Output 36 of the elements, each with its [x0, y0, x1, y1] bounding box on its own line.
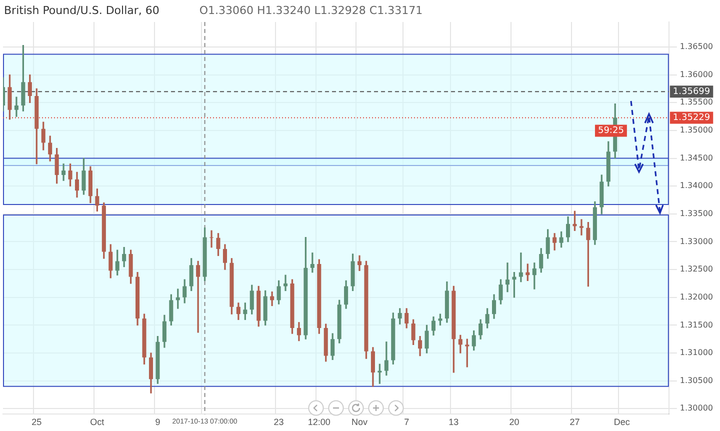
x-tick-label: Dec — [614, 417, 630, 428]
x-tick-label: 23 — [274, 417, 284, 428]
y-tick-label: 1.33000 — [680, 236, 714, 246]
ref-line-label: 1.35229 — [672, 113, 710, 124]
chart-subtitle: O1.33060 H1.33240 L1.32928 C1.33171 — [199, 4, 423, 17]
candlestick — [62, 164, 66, 181]
y-tick-label: 1.31500 — [680, 320, 714, 330]
candlestick — [518, 252, 523, 282]
y-tick-label: 1.32500 — [680, 264, 714, 274]
candlestick — [579, 219, 584, 236]
y-tick-label: 1.31000 — [680, 348, 714, 358]
candlestick — [196, 260, 200, 333]
y-tick-label: 1.34500 — [680, 153, 714, 162]
x-tick-label: 7 — [404, 417, 410, 428]
ref-line-label: 1.35699 — [672, 86, 710, 97]
annotation: 59:25 — [598, 126, 624, 136]
y-tick-label: 1.35500 — [680, 98, 714, 107]
x-tick-label: Oct — [90, 417, 105, 428]
y-tick-label: 1.30500 — [680, 376, 714, 385]
y-tick-label: 1.30000 — [680, 404, 714, 413]
x-tick-label: Nov — [351, 417, 368, 428]
y-tick-label: 1.34000 — [680, 181, 714, 190]
x-tick-label: 9 — [155, 417, 160, 428]
x-tick-label: 12:00 — [308, 417, 330, 428]
candlestick — [505, 262, 510, 292]
y-tick-label: 1.36000 — [680, 70, 714, 79]
y-tick-label: 1.33500 — [680, 209, 714, 218]
y-tick-label: 1.35000 — [680, 126, 714, 135]
chart-title: British Pound/U.S. Dollar, 60 — [4, 4, 160, 17]
x-tick-label: 20 — [509, 417, 520, 428]
x-tick-label: 25 — [32, 417, 42, 428]
x-tick-label: 27 — [570, 417, 580, 428]
candlestick — [14, 96, 18, 117]
y-tick-label: 1.32000 — [680, 292, 714, 302]
y-tick-label: 1.36500 — [680, 42, 714, 52]
x-tick-label: 13 — [448, 417, 459, 428]
